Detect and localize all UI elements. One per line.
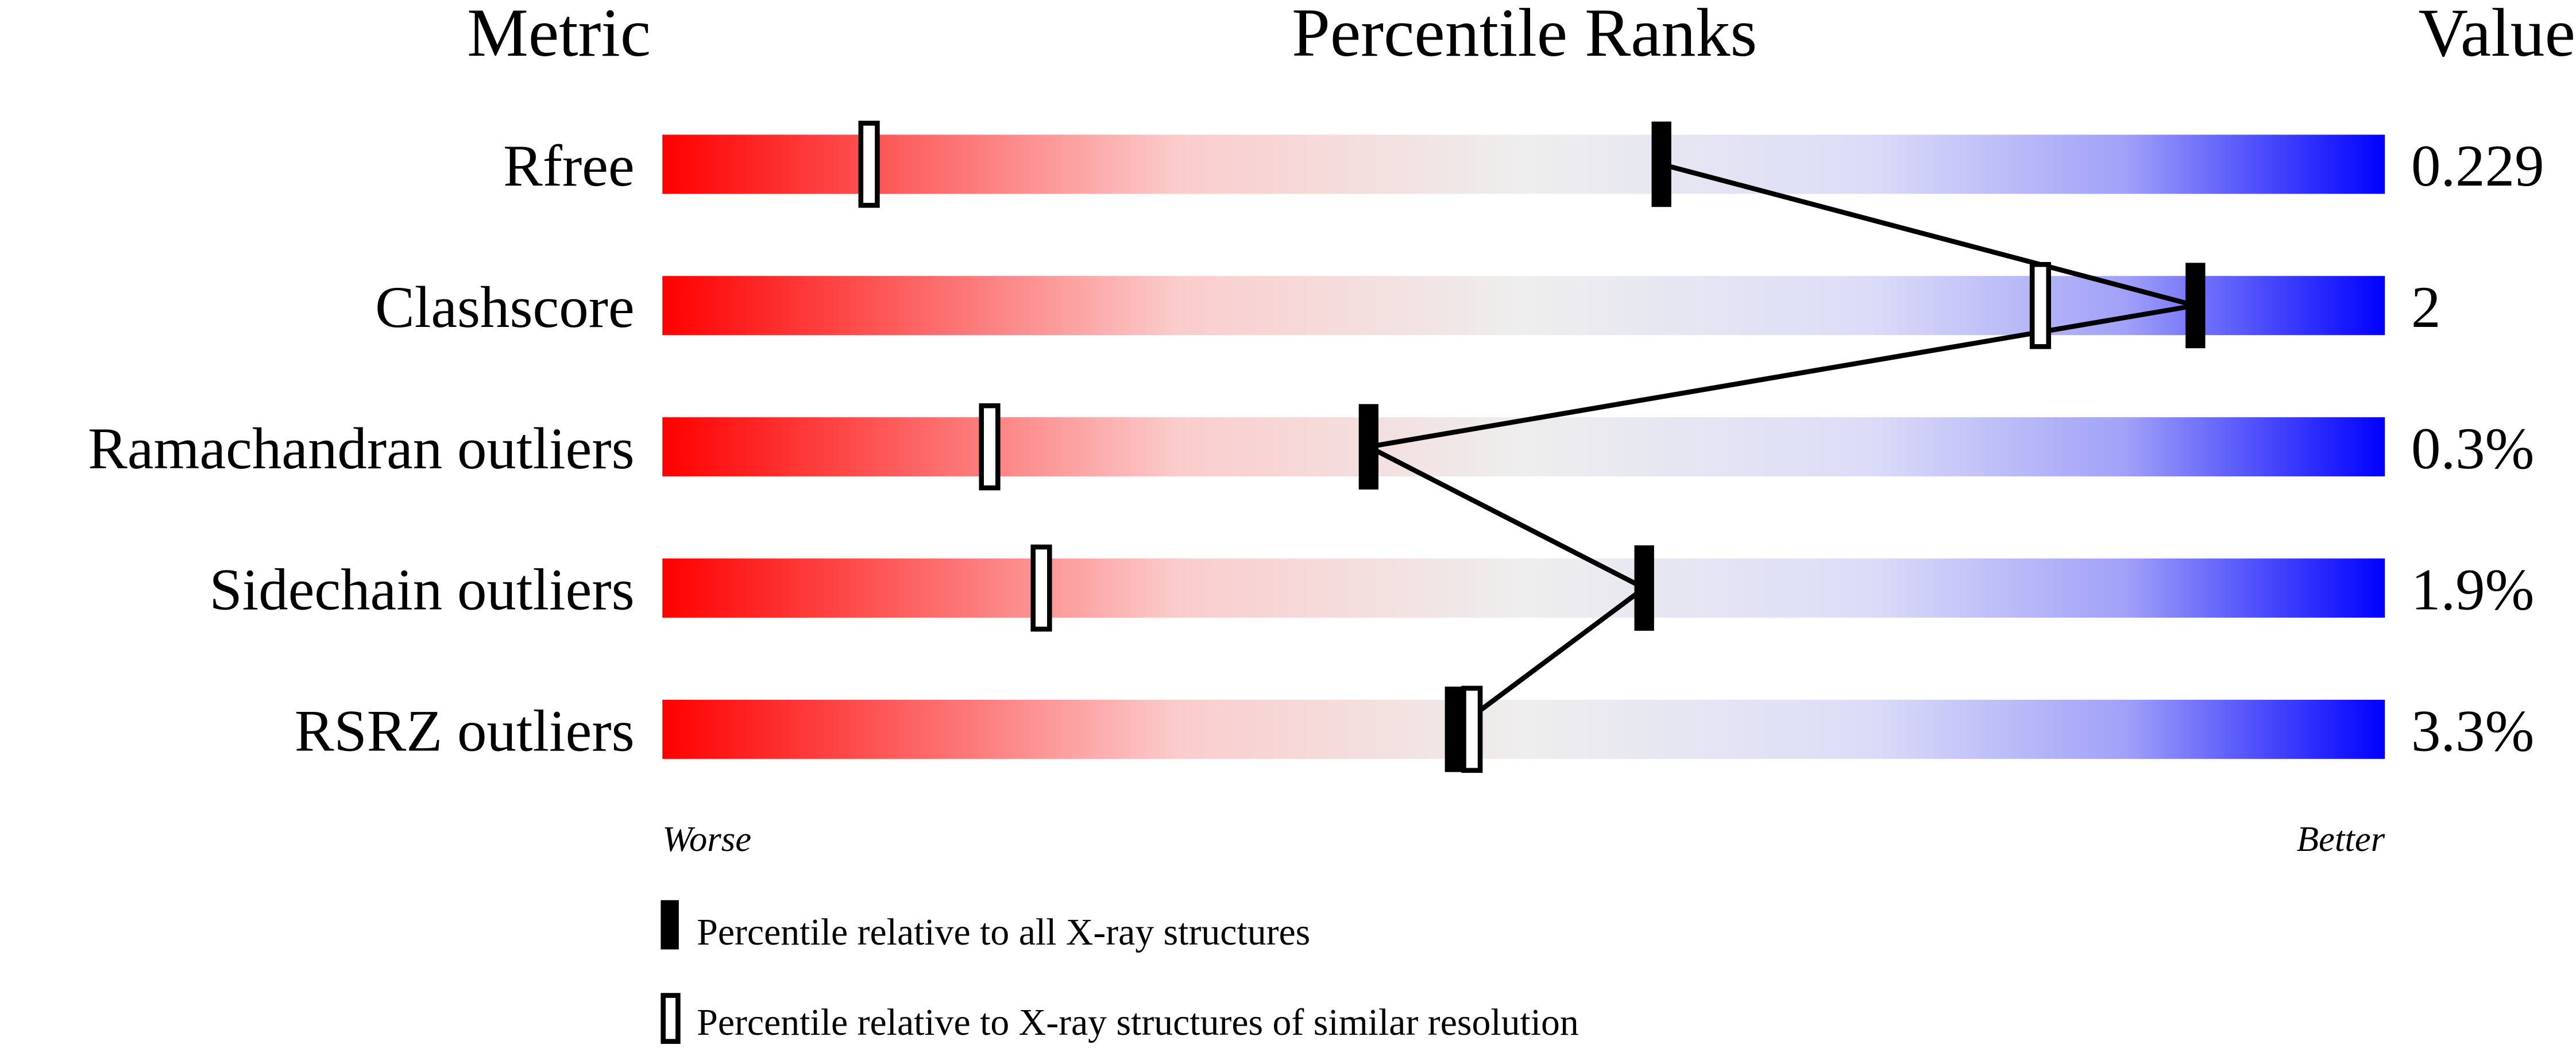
similar-resolution-marker bbox=[2029, 261, 2052, 349]
all-structures-marker bbox=[1651, 121, 1671, 207]
similar-resolution-marker bbox=[858, 121, 880, 208]
percentile-bar bbox=[662, 276, 2385, 336]
metric-label: Rfree bbox=[503, 133, 635, 199]
metric-value: 2 bbox=[2411, 275, 2440, 340]
metric-value: 0.3% bbox=[2411, 416, 2534, 481]
similar-resolution-marker bbox=[1461, 685, 1483, 773]
all-structures-marker bbox=[1634, 545, 1654, 631]
header-value: Value bbox=[2419, 0, 2575, 71]
worse-label: Worse bbox=[662, 819, 751, 859]
metric-value: 0.229 bbox=[2411, 133, 2544, 199]
similar-resolution-marker bbox=[1030, 544, 1052, 632]
metric-label: Ramachandran outliers bbox=[88, 416, 635, 481]
header-metric: Metric bbox=[467, 0, 651, 71]
metric-value: 1.9% bbox=[2411, 557, 2534, 623]
percentile-bar bbox=[662, 134, 2385, 194]
better-label: Better bbox=[2297, 819, 2385, 859]
all-structures-marker bbox=[1358, 404, 1378, 490]
percentile-bar bbox=[662, 699, 2385, 759]
legend-filled-marker-icon bbox=[661, 900, 679, 950]
similar-resolution-marker bbox=[979, 403, 1001, 491]
metric-label: Clashscore bbox=[375, 275, 635, 340]
percentile-bar bbox=[662, 417, 2385, 477]
legend-similar: Percentile relative to X-ray structures … bbox=[697, 1001, 1578, 1043]
metric-value: 3.3% bbox=[2411, 699, 2534, 764]
header-percentile: Percentile Ranks bbox=[1292, 0, 1757, 71]
legend-all: Percentile relative to all X-ray structu… bbox=[697, 911, 1310, 953]
percentile-bar bbox=[662, 558, 2385, 618]
metric-label: Sidechain outliers bbox=[209, 557, 634, 623]
metric-label: RSRZ outliers bbox=[295, 699, 635, 764]
legend-open-marker-icon bbox=[661, 993, 681, 1044]
all-structures-marker bbox=[1445, 687, 1465, 772]
all-structures-marker bbox=[2185, 263, 2206, 349]
